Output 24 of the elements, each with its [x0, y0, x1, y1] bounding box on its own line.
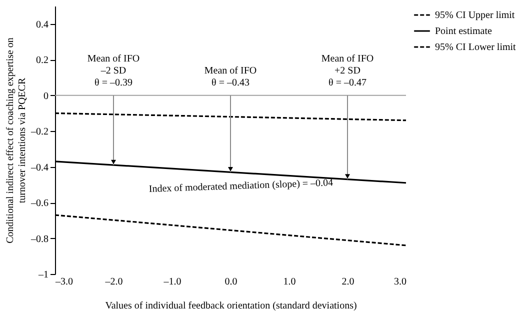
y-tick-label: –0.6: [30, 198, 48, 210]
annotation: Mean of IFO –2 SD θ = –0.39: [87, 53, 140, 88]
y-tick-label: –0.8: [30, 234, 48, 245]
y-axis-title: Conditional indirect effect of coaching expertise on turnover intentions via PQECR: [5, 38, 28, 244]
x-tick-label: 1.0: [283, 276, 296, 288]
y-tick-label: –0.4: [30, 162, 48, 174]
y-tick-label: 0: [44, 90, 48, 102]
annotation: Mean of IFO +2 SD θ = –0.47: [321, 53, 374, 88]
y-tick-label: 0.2: [36, 55, 48, 66]
x-tick-label: 2.0: [342, 276, 354, 288]
x-tick-label: –1.0: [162, 276, 182, 288]
annotation: Index of moderated mediation (slope) = –0.04: [148, 178, 334, 196]
x-tick-label: –3.0: [54, 276, 73, 288]
x-tick-label: 0.0: [224, 276, 238, 288]
y-tick-label: –1: [38, 270, 48, 280]
y-tick-label: –0.2: [30, 126, 48, 138]
legend-label: 95% CI Upper limit: [435, 10, 515, 21]
x-tick-label: 3.0: [394, 276, 406, 288]
legend-label: Point estimate: [435, 26, 492, 37]
annotation: Mean of IFO θ = –0.43: [204, 65, 257, 88]
legend-label: 95% CI Lower limit: [435, 42, 516, 53]
x-axis-title: Values of individual feedback orientation (standard deviations): [105, 300, 357, 312]
y-tick-label: 0.4: [36, 19, 48, 30]
x-tick-label: –2.0: [104, 276, 123, 288]
